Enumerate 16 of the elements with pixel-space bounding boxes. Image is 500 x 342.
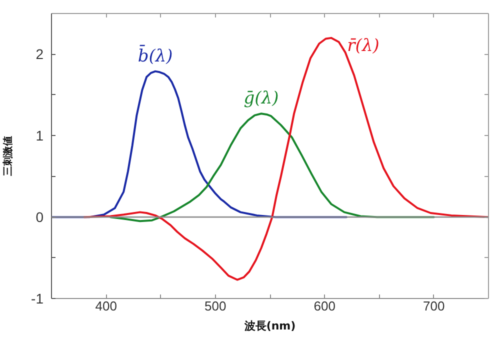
line-series [52, 70, 348, 218]
y-tick-label: 2 [36, 46, 44, 62]
y-axis-title: 三刺激値 [2, 136, 14, 176]
y-tick-label: 1 [36, 128, 44, 144]
series-label: ḡ(λ) [244, 88, 279, 109]
y-tick-label: 0 [36, 209, 44, 226]
x-tick-label: 600 [314, 298, 336, 314]
series-label: r̄(λ) [347, 36, 380, 56]
y-tick-label: -1 [31, 290, 44, 306]
x-tick-label: 700 [423, 298, 445, 314]
line-series [109, 112, 435, 222]
x-tick-label: 500 [204, 298, 226, 314]
x-tick-label: 400 [95, 298, 117, 314]
x-axis-title: 波長(nm) [243, 320, 296, 332]
line-series [83, 36, 488, 281]
series-label: b̄(λ) [138, 44, 173, 66]
